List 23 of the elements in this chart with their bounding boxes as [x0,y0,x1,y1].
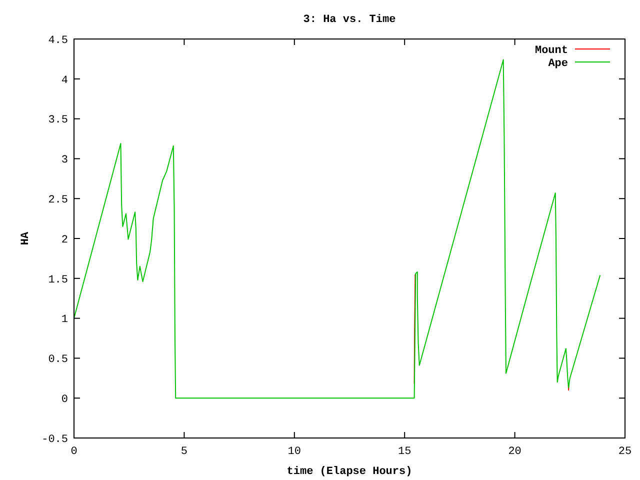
y-tick-label: -0.5 [42,434,68,446]
y-tick-label: 2 [61,234,68,246]
x-tick-label: 0 [70,446,78,458]
y-tick-label: 0 [61,394,68,406]
y-tick-label: 1 [61,314,68,326]
chart-title: 3: Ha vs. Time [303,14,396,26]
y-axis-title: HA [20,232,32,246]
y-tick-label: 4 [61,74,68,87]
legend-label: Mount [534,44,568,57]
x-tick-label: 25 [618,446,632,458]
x-tick-label: 5 [180,446,188,458]
legend-label: Ape [548,58,568,70]
y-tick-label: 2.5 [48,194,68,206]
y-tick-label: 1.5 [48,274,68,286]
x-tick-label: 20 [508,446,522,458]
y-tick-label: 3.5 [48,114,68,127]
y-tick-label: 4.5 [48,34,68,47]
x-tick-label: 10 [288,446,301,458]
x-tick-label: 15 [398,446,412,458]
x-axis-title: time (Elapse Hours) [286,466,412,478]
y-tick-label: 3 [61,154,68,167]
y-tick-label: 0.5 [48,354,68,366]
line-series [74,59,601,399]
